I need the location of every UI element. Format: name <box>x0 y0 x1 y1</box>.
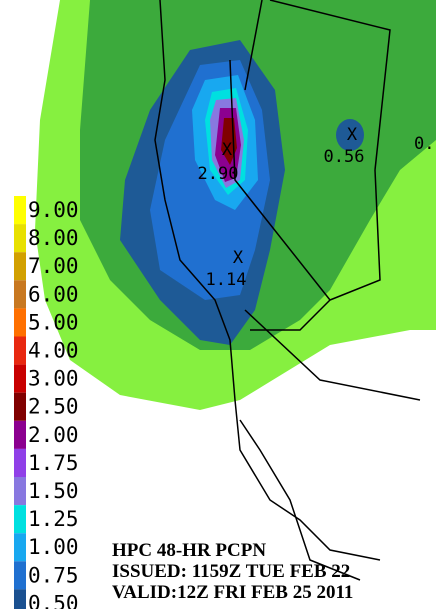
legend-swatch <box>14 505 26 534</box>
marker-label: 2.90 <box>198 164 239 184</box>
marker-label: 1.14 <box>206 270 247 290</box>
precip-0-50 <box>336 119 364 151</box>
caption-line: VALID:12Z FRI FEB 25 2011 <box>112 582 353 603</box>
legend-label: 8.00 <box>28 226 79 250</box>
marker-label: 0. <box>414 134 434 154</box>
legend-label: 1.00 <box>28 535 79 559</box>
legend: 9.00 8.00 7.00 6.00 5.00 4.00 3.00 2.50 2.00 1.75… <box>14 196 79 609</box>
legend-label: 4.00 <box>28 339 79 363</box>
legend-swatch <box>14 420 26 449</box>
legend-label: 0.75 <box>28 563 79 587</box>
marker-x: X <box>233 248 244 268</box>
marker-x: X <box>222 140 233 160</box>
legend-label: 3.00 <box>28 367 79 391</box>
legend-label: 0.50 <box>28 591 79 609</box>
legend-swatch <box>14 477 26 506</box>
legend-swatch <box>14 392 26 421</box>
legend-swatch <box>14 364 26 393</box>
legend-swatch <box>14 533 26 562</box>
marker-label: 0.56 <box>324 147 365 167</box>
legend-label: 1.50 <box>28 479 79 503</box>
legend-swatch <box>14 336 26 365</box>
markers: X 2.90 X 1.14 X 0.56 0. <box>198 125 435 290</box>
marker-x: X <box>347 125 358 145</box>
legend-swatch <box>14 252 26 281</box>
legend-label: 2.50 <box>28 395 79 419</box>
legend-label: 6.00 <box>28 282 79 306</box>
legend-label: 9.00 <box>28 198 79 222</box>
legend-swatch <box>14 561 26 590</box>
boundaries <box>154 0 421 581</box>
caption-line: HPC 48-HR PCPN <box>112 540 266 561</box>
legend-swatch <box>14 280 26 309</box>
legend-swatch <box>14 196 26 225</box>
legend-label: 7.00 <box>28 254 79 278</box>
caption-line: ISSUED: 1159Z TUE FEB 22 <box>112 561 350 582</box>
legend-label: 5.00 <box>28 310 79 334</box>
legend-label: 1.25 <box>28 507 79 531</box>
legend-swatch <box>14 589 26 609</box>
legend-swatch <box>14 448 26 477</box>
legend-label: 2.00 <box>28 423 79 447</box>
legend-swatch <box>14 308 26 337</box>
legend-label: 1.75 <box>28 451 79 475</box>
legend-swatch <box>14 224 26 253</box>
